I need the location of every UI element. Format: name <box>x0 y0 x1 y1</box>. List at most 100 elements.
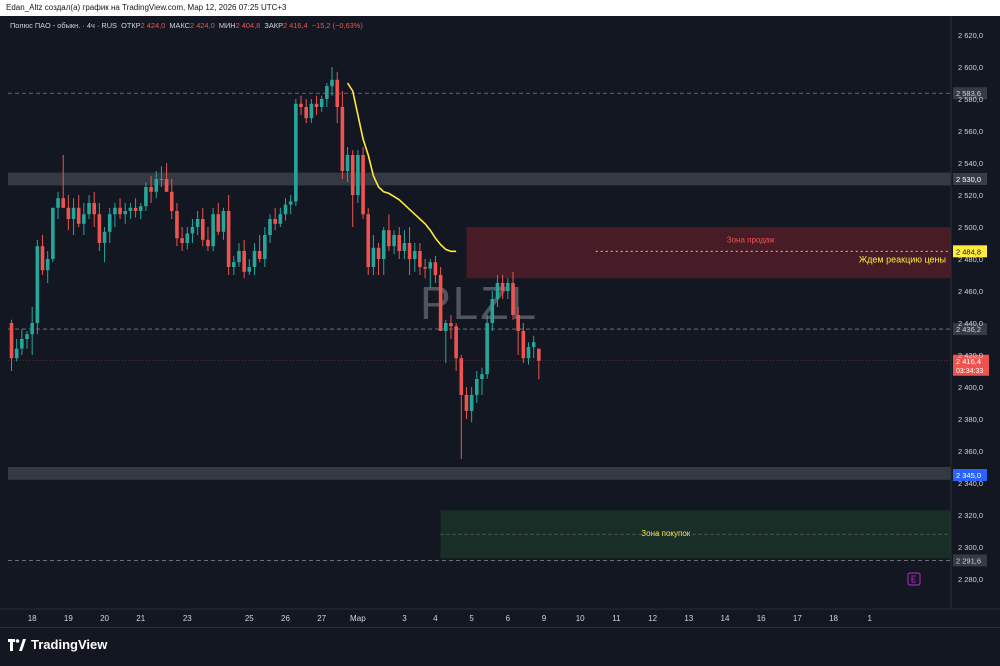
candle-body <box>92 203 97 215</box>
candle-body <box>330 79 334 87</box>
candle <box>506 278 510 299</box>
candle <box>138 203 143 219</box>
zone-sell-label: Зона продаж <box>727 236 776 245</box>
high-label: МАКС <box>169 21 191 30</box>
price-line-text-1: 2 436,2 <box>956 325 981 334</box>
candle <box>443 319 448 363</box>
candle-body <box>66 207 71 219</box>
x-tick-label: 21 <box>136 614 145 623</box>
candle-body <box>407 243 412 259</box>
candle-body <box>335 79 340 107</box>
y-tick-label: 2 320,0 <box>958 511 983 520</box>
candle <box>164 163 169 192</box>
candle-body <box>185 233 190 243</box>
price-line-tag-2 <box>953 554 987 567</box>
candle <box>128 203 133 219</box>
candle <box>345 147 350 183</box>
candle <box>397 227 402 259</box>
candle <box>412 243 417 272</box>
candle <box>490 291 495 331</box>
candle-body <box>232 262 236 267</box>
candle <box>25 331 29 349</box>
candle <box>511 271 515 320</box>
ma-price-text: 2 484,8 <box>956 247 981 256</box>
candle-body <box>314 103 319 107</box>
candle-body <box>107 214 112 232</box>
tradingview-logo-icon <box>8 638 26 651</box>
candle-body <box>537 348 541 361</box>
candle <box>423 259 427 279</box>
candle-body <box>242 251 246 272</box>
candle <box>526 342 531 365</box>
attribution-bar: Edan_Altz создал(а) график на TradingVie… <box>0 0 1000 16</box>
candle <box>195 211 200 235</box>
candle-body <box>319 99 324 107</box>
candle-body <box>283 204 288 215</box>
candle-body <box>169 191 174 211</box>
price-chart[interactable]: Зона продаж Зона покупок Ждем реакцию цен… <box>0 0 1000 627</box>
candle-body <box>490 299 495 323</box>
candle <box>376 243 381 275</box>
candle <box>102 227 107 263</box>
candle <box>87 195 91 219</box>
candle <box>438 267 443 331</box>
candle-body <box>397 235 402 251</box>
symbol-legend: Полюс ПАО - обыкн. · 4ч · RUS ОТКР2 424,… <box>10 21 363 30</box>
candle-body <box>459 358 464 395</box>
candle-body <box>35 246 40 323</box>
candle <box>252 243 257 275</box>
candle <box>175 203 179 247</box>
candle-body <box>485 323 489 375</box>
x-tick-label: 18 <box>28 614 37 623</box>
x-tick-label: 5 <box>469 614 474 623</box>
candle-body <box>423 267 427 269</box>
candle <box>180 227 184 251</box>
low-value: 2 404,8 <box>235 21 261 30</box>
price-axis: 2 530,0 2 345,0 2 583,6 2 436,2 2 291,6 2 416… <box>950 16 989 609</box>
candle-body <box>118 207 122 215</box>
candle-body <box>309 103 314 119</box>
ma-price-tag <box>953 245 987 258</box>
candle <box>464 387 469 419</box>
candle-body <box>56 198 60 208</box>
candle <box>185 227 190 250</box>
candle-body <box>387 230 391 247</box>
x-tick-label: 26 <box>281 614 290 623</box>
y-tick-label: 2 440,0 <box>958 319 983 328</box>
event-marker-frame <box>907 572 921 586</box>
candle-body <box>76 207 81 224</box>
candle <box>361 147 365 219</box>
candle-body <box>263 235 267 259</box>
candle <box>371 235 376 275</box>
candle-body <box>433 262 438 275</box>
x-tick-label: 27 <box>317 614 326 623</box>
candle <box>402 230 407 259</box>
tradingview-logo[interactable]: TradingView <box>8 637 107 652</box>
candle <box>268 214 272 243</box>
candle <box>350 150 355 227</box>
y-tick-label: 2 400,0 <box>958 383 983 392</box>
candle-body <box>216 214 221 232</box>
candle-body <box>221 211 226 232</box>
candle <box>45 251 50 283</box>
candle-body <box>149 187 153 192</box>
high-value: 2 424,0 <box>190 21 215 30</box>
candle-body <box>159 179 164 180</box>
candle-body <box>25 334 29 339</box>
x-tick-label: 12 <box>648 614 657 623</box>
candle-body <box>366 214 371 267</box>
y-tick-label: 2 560,0 <box>958 127 983 136</box>
candle <box>71 198 76 235</box>
candle <box>294 99 298 207</box>
event-e-icon <box>907 572 921 586</box>
instrument-name[interactable]: Полюс ПАО - обыкн. · 4ч · RUS <box>10 21 117 30</box>
current-price-text: 2 416,4 <box>956 357 981 366</box>
candle <box>340 91 345 179</box>
candle <box>35 239 40 335</box>
attribution-text: Edan_Altz создал(а) график на TradingVie… <box>6 3 287 12</box>
current-price-tag <box>953 354 989 376</box>
candle-body <box>175 211 179 239</box>
zone-buy-label: Зона покупок <box>641 529 691 538</box>
candle <box>459 355 464 459</box>
candle <box>237 243 241 267</box>
